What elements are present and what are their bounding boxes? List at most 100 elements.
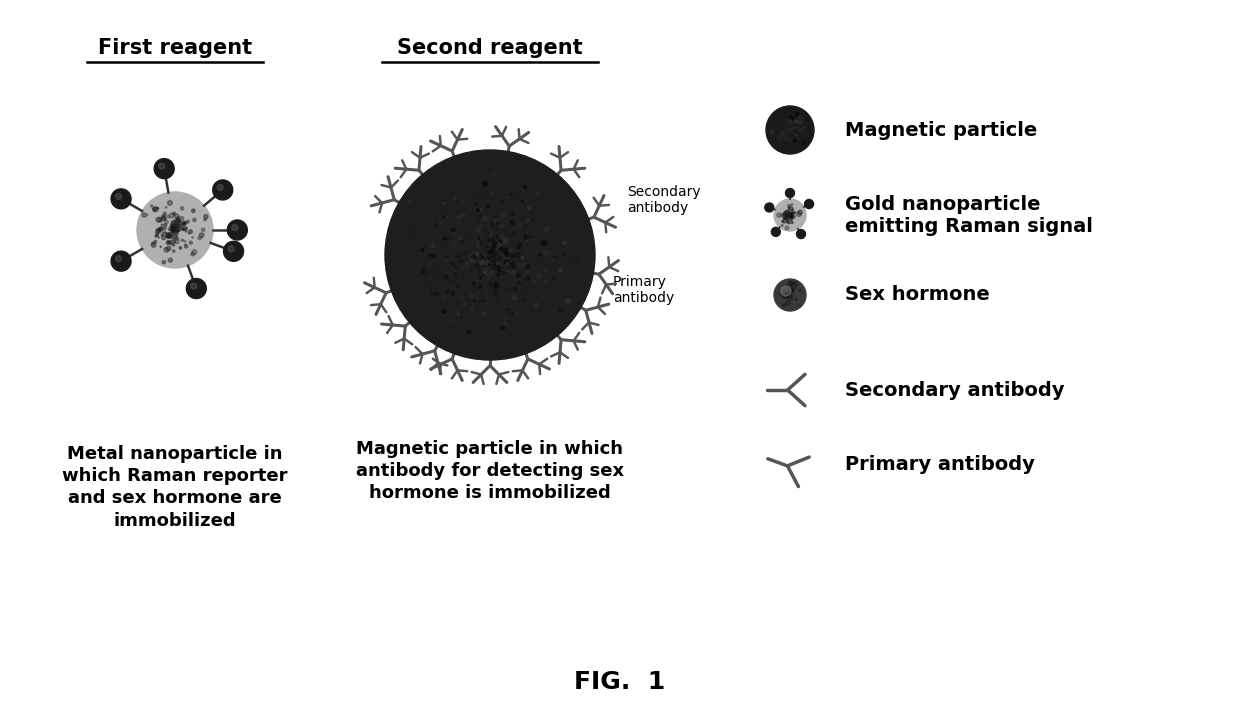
Circle shape	[498, 270, 501, 272]
Circle shape	[794, 133, 796, 135]
Circle shape	[479, 214, 481, 216]
Circle shape	[787, 289, 789, 290]
Circle shape	[500, 224, 503, 227]
Circle shape	[512, 232, 516, 236]
Circle shape	[456, 215, 461, 219]
Circle shape	[497, 243, 501, 248]
Circle shape	[497, 263, 500, 266]
Circle shape	[511, 257, 515, 260]
Circle shape	[172, 227, 174, 230]
Circle shape	[171, 221, 175, 224]
Circle shape	[467, 247, 470, 249]
Circle shape	[789, 121, 791, 125]
Circle shape	[177, 230, 179, 232]
Circle shape	[787, 212, 791, 216]
Circle shape	[505, 253, 508, 257]
Circle shape	[525, 226, 527, 227]
Circle shape	[454, 265, 456, 267]
Circle shape	[482, 181, 487, 185]
Circle shape	[785, 214, 789, 217]
Circle shape	[433, 202, 436, 206]
Circle shape	[489, 264, 490, 266]
Circle shape	[486, 254, 491, 258]
Circle shape	[436, 275, 439, 278]
Circle shape	[526, 219, 529, 222]
Circle shape	[435, 302, 438, 306]
Circle shape	[484, 254, 489, 259]
Circle shape	[489, 253, 492, 257]
Circle shape	[164, 212, 166, 215]
Circle shape	[182, 226, 187, 231]
Circle shape	[511, 271, 515, 274]
Circle shape	[781, 286, 791, 296]
Circle shape	[169, 227, 172, 230]
Circle shape	[176, 222, 179, 225]
Circle shape	[479, 301, 480, 303]
Circle shape	[179, 247, 181, 249]
Circle shape	[213, 180, 233, 200]
Circle shape	[780, 214, 784, 216]
Circle shape	[484, 264, 487, 269]
Circle shape	[782, 219, 787, 223]
Circle shape	[176, 230, 179, 232]
Circle shape	[787, 132, 792, 136]
Circle shape	[784, 119, 786, 121]
Circle shape	[171, 225, 175, 229]
Circle shape	[164, 248, 169, 252]
Circle shape	[175, 224, 180, 229]
Circle shape	[784, 292, 789, 297]
Circle shape	[480, 240, 481, 241]
Circle shape	[784, 292, 786, 295]
Circle shape	[790, 117, 792, 120]
Circle shape	[490, 242, 492, 243]
Circle shape	[487, 223, 491, 227]
Circle shape	[156, 217, 161, 222]
Circle shape	[482, 258, 485, 260]
Circle shape	[162, 261, 165, 264]
Circle shape	[787, 119, 791, 124]
Circle shape	[427, 305, 428, 306]
Circle shape	[492, 264, 495, 266]
Circle shape	[487, 232, 490, 235]
Circle shape	[492, 252, 497, 257]
Circle shape	[471, 251, 475, 255]
Circle shape	[787, 295, 791, 298]
Circle shape	[474, 300, 476, 302]
Circle shape	[790, 212, 794, 215]
Circle shape	[491, 268, 492, 269]
Circle shape	[495, 253, 497, 256]
Circle shape	[526, 242, 527, 244]
Circle shape	[432, 292, 435, 296]
Circle shape	[184, 240, 186, 242]
Circle shape	[456, 243, 461, 248]
Circle shape	[787, 213, 792, 217]
Circle shape	[794, 216, 795, 218]
Circle shape	[171, 229, 176, 234]
Circle shape	[789, 214, 791, 216]
Circle shape	[151, 242, 154, 245]
Circle shape	[490, 223, 494, 227]
Circle shape	[496, 266, 501, 271]
Circle shape	[495, 282, 497, 285]
Circle shape	[494, 251, 495, 253]
Circle shape	[506, 263, 508, 265]
Circle shape	[481, 258, 485, 261]
Circle shape	[532, 280, 536, 285]
Circle shape	[469, 262, 474, 267]
Circle shape	[482, 274, 485, 277]
Circle shape	[172, 212, 176, 215]
Circle shape	[563, 241, 567, 245]
Circle shape	[799, 121, 802, 125]
Circle shape	[166, 233, 170, 237]
Circle shape	[789, 128, 792, 132]
Text: Second reagent: Second reagent	[397, 38, 583, 58]
Circle shape	[477, 237, 480, 239]
Circle shape	[167, 241, 170, 243]
Circle shape	[503, 240, 507, 245]
Circle shape	[784, 212, 787, 216]
Circle shape	[782, 304, 785, 306]
Circle shape	[512, 209, 515, 211]
Circle shape	[479, 259, 481, 261]
Circle shape	[464, 255, 467, 258]
Circle shape	[494, 243, 498, 247]
